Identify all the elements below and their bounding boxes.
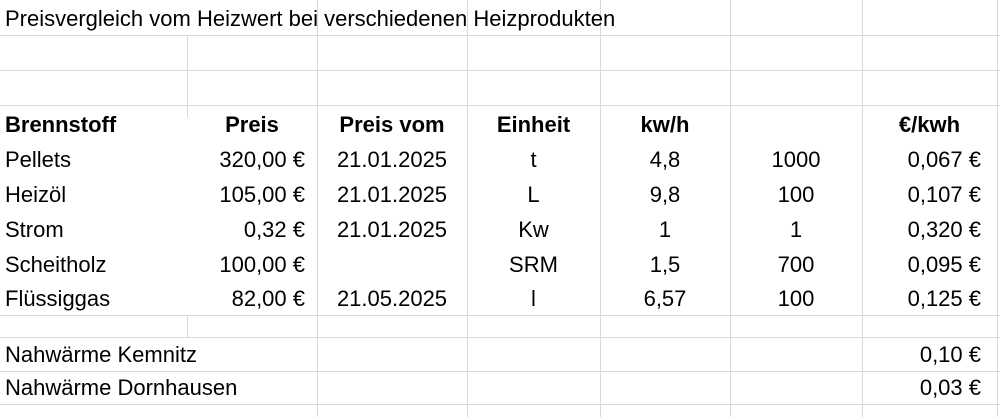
table-cell[interactable]: 21.01.2025	[336, 216, 448, 242]
table-cell[interactable]: 0,03 €	[919, 375, 981, 400]
table-cell[interactable]: Kw	[518, 216, 549, 242]
gridline	[0, 371, 1000, 372]
gridline	[0, 337, 1000, 338]
gridline	[187, 35, 188, 117]
gridline	[997, 0, 998, 417]
table-cell[interactable]: 1000	[771, 146, 821, 172]
table-cell[interactable]	[317, 247, 467, 282]
table-cell[interactable]: 0,32 €	[243, 216, 305, 242]
table-cell[interactable]: 21.01.2025	[336, 146, 448, 172]
table-cell[interactable]: 700	[777, 251, 815, 277]
header-cell-preis[interactable]: Preis	[225, 111, 279, 137]
gridline	[600, 0, 601, 417]
table-cell[interactable]: 0,10 €	[919, 341, 981, 367]
table-cell[interactable]: L	[527, 181, 540, 207]
table-cell[interactable]: 320,00 €	[219, 146, 305, 172]
table-cell[interactable]: 0,320 €	[907, 216, 981, 242]
gridline	[317, 0, 318, 417]
table-cell[interactable]: Strom	[5, 216, 64, 242]
table-cell[interactable]: 9,8	[649, 181, 681, 207]
table-cell[interactable]: Pellets	[5, 146, 72, 172]
gridline	[0, 315, 1000, 316]
table-cell[interactable]: 0,067 €	[907, 146, 981, 172]
table-cell[interactable]: 1	[658, 216, 672, 242]
table-cell[interactable]: 1	[789, 216, 803, 242]
table-cell[interactable]: 4,8	[649, 146, 681, 172]
table-cell[interactable]: Nahwärme Dornhausen	[5, 375, 238, 400]
table-cell[interactable]: SRM	[509, 251, 558, 277]
gridline	[187, 315, 188, 337]
table-cell[interactable]: Nahwärme Kemnitz	[5, 341, 197, 367]
table-cell[interactable]: 100	[777, 285, 815, 311]
table-cell[interactable]: t	[530, 146, 537, 172]
table-cell[interactable]: 0,125 €	[907, 285, 981, 311]
gridline	[730, 0, 731, 417]
table-cell[interactable]: Heizöl	[5, 181, 67, 207]
table-cell[interactable]: Scheitholz	[5, 251, 107, 277]
header-cell-blank[interactable]	[730, 107, 862, 142]
header-cell-kwh[interactable]: kw/h	[640, 111, 690, 137]
table-cell[interactable]: 6,57	[643, 285, 687, 311]
table-cell[interactable]: Flüssiggas	[5, 285, 111, 311]
gridline	[467, 0, 468, 417]
header-cell-brennstoff[interactable]: Brennstoff	[5, 111, 117, 137]
table-cell[interactable]: 105,00 €	[219, 181, 305, 207]
table-cell[interactable]: 0,095 €	[907, 251, 981, 277]
table-cell[interactable]: 21.05.2025	[336, 285, 448, 311]
gridline	[0, 35, 1000, 36]
header-cell-euro-per-kwh[interactable]: €/kwh	[898, 111, 961, 137]
table-cell[interactable]: l	[531, 285, 536, 311]
table-cell[interactable]: 100,00 €	[219, 251, 305, 277]
table-cell[interactable]: 100	[777, 181, 815, 207]
table-cell[interactable]: 21.01.2025	[336, 181, 448, 207]
table-cell[interactable]: 1,5	[649, 251, 681, 277]
header-cell-einheit[interactable]: Einheit	[496, 111, 571, 137]
gridline	[862, 0, 863, 417]
table-cell[interactable]: 0,107 €	[907, 181, 981, 207]
gridline	[0, 70, 1000, 71]
table-cell[interactable]: 82,00 €	[231, 285, 305, 311]
sheet-title[interactable]: Preisvergleich vom Heizwert bei verschie…	[5, 5, 616, 31]
gridline	[0, 105, 1000, 106]
gridline	[0, 404, 1000, 405]
header-cell-preis-vom[interactable]: Preis vom	[339, 111, 445, 137]
